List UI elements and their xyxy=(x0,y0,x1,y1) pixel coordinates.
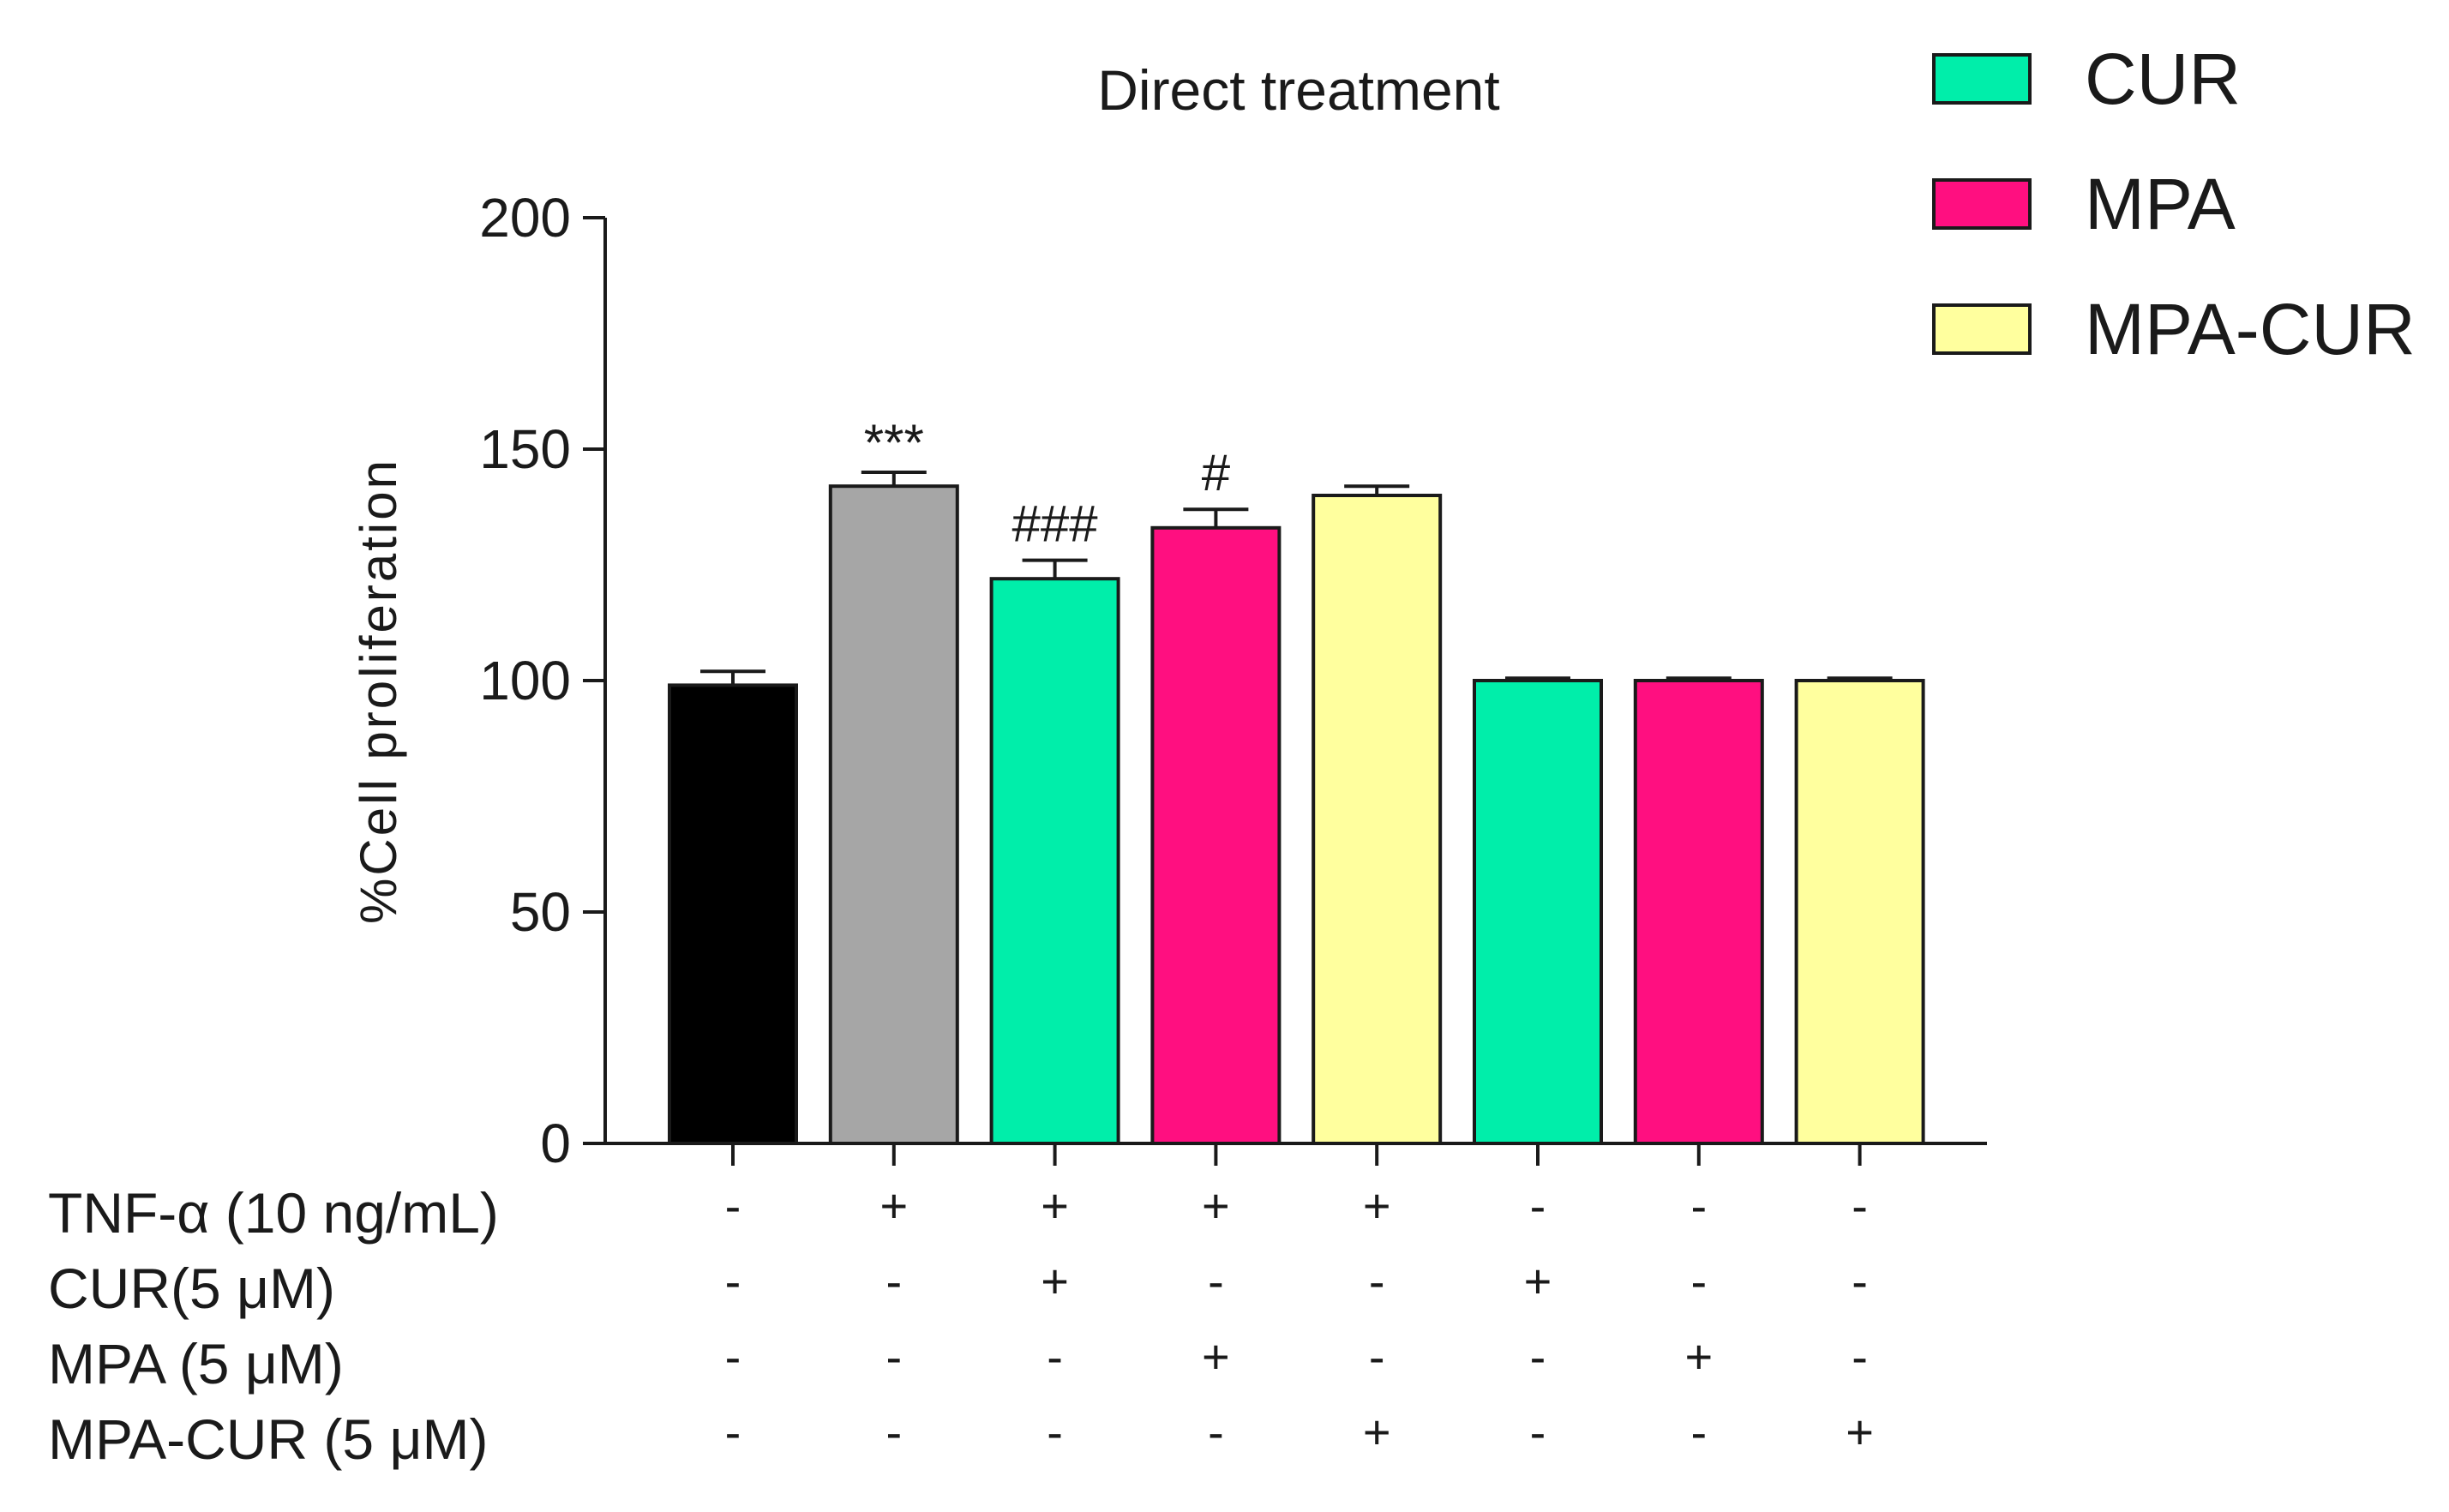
bar xyxy=(1633,679,1764,1145)
significance-label: # xyxy=(1202,444,1231,501)
condition-sign: - xyxy=(1852,1179,1868,1233)
condition-label: CUR(5 μM) xyxy=(48,1257,335,1320)
significance-label: *** xyxy=(864,414,924,471)
condition-sign: + xyxy=(1041,1254,1069,1308)
y-tick-label: 150 xyxy=(479,418,571,480)
legend-swatch xyxy=(1932,178,2032,230)
condition-sign: + xyxy=(1363,1405,1391,1459)
condition-sign: - xyxy=(885,1329,902,1383)
y-tick-label: 100 xyxy=(479,650,571,711)
legend-label: CUR xyxy=(2085,39,2241,119)
condition-sign: - xyxy=(1690,1405,1707,1459)
condition-sign: - xyxy=(1208,1405,1224,1459)
bar xyxy=(828,484,959,1145)
condition-sign: + xyxy=(1041,1179,1069,1233)
condition-sign: + xyxy=(1202,1329,1230,1383)
bar xyxy=(989,577,1120,1145)
legend-label: MPA-CUR xyxy=(2085,289,2416,369)
condition-sign: - xyxy=(725,1405,741,1459)
bar xyxy=(1312,494,1443,1145)
condition-sign: - xyxy=(725,1329,741,1383)
condition-sign: - xyxy=(1047,1405,1063,1459)
bar xyxy=(1794,679,1925,1145)
condition-label: TNF-α (10 ng/mL) xyxy=(48,1181,499,1245)
y-axis-label: %Cell proliferation xyxy=(350,458,407,924)
y-tick-label: 0 xyxy=(540,1113,571,1174)
condition-sign: - xyxy=(725,1254,741,1308)
condition-sign: + xyxy=(1363,1179,1391,1233)
condition-label: MPA-CUR (5 μM) xyxy=(48,1407,488,1471)
condition-sign: + xyxy=(1202,1179,1230,1233)
y-tick-label: 50 xyxy=(510,881,571,943)
condition-sign: - xyxy=(1690,1179,1707,1233)
condition-sign: - xyxy=(1852,1329,1868,1383)
chart-title: Direct treatment xyxy=(1097,58,1499,122)
condition-sign: - xyxy=(1047,1329,1063,1383)
legend-label: MPA xyxy=(2085,164,2236,244)
condition-sign: - xyxy=(1208,1254,1224,1308)
bar xyxy=(1150,525,1282,1145)
condition-sign: - xyxy=(1690,1254,1707,1308)
condition-sign: + xyxy=(1684,1329,1713,1383)
condition-sign: - xyxy=(1530,1179,1546,1233)
condition-sign: - xyxy=(1852,1254,1868,1308)
condition-sign: + xyxy=(1846,1405,1874,1459)
condition-sign: - xyxy=(1369,1329,1385,1383)
condition-label: MPA (5 μM) xyxy=(48,1332,344,1395)
condition-sign: - xyxy=(1369,1254,1385,1308)
condition-sign: - xyxy=(885,1254,902,1308)
significance-label: ### xyxy=(1012,495,1099,553)
legend-swatch xyxy=(1932,53,2032,105)
condition-sign: + xyxy=(1524,1254,1552,1308)
bar xyxy=(668,683,798,1145)
legend: CUR MPA MPA-CUR xyxy=(1932,39,2416,369)
condition-sign: - xyxy=(1530,1329,1546,1383)
condition-sign: - xyxy=(885,1405,902,1459)
condition-sign: + xyxy=(879,1179,908,1233)
condition-table: TNF-α (10 ng/mL) - + + + + - - - CUR(5 μM) - - + - - + -… xyxy=(48,1179,1874,1471)
condition-sign: - xyxy=(1530,1405,1546,1459)
condition-sign: - xyxy=(725,1179,741,1233)
y-tick-label: 200 xyxy=(479,187,571,249)
bar xyxy=(1473,679,1603,1145)
legend-swatch xyxy=(1932,303,2032,355)
